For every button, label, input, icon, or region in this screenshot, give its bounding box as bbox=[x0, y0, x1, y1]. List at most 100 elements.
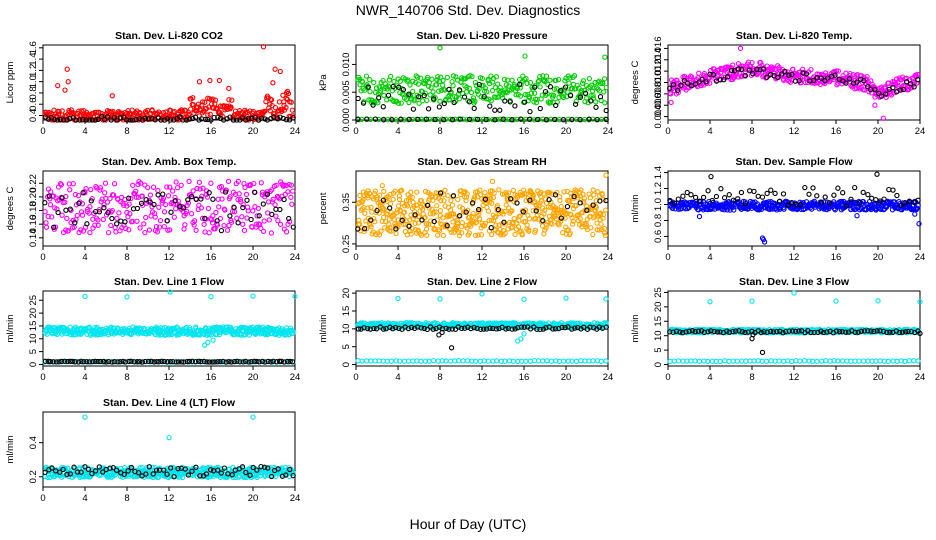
x-tick-label: 4 bbox=[707, 252, 712, 263]
data-point bbox=[97, 185, 104, 191]
data-point bbox=[488, 98, 494, 104]
data-point bbox=[355, 116, 361, 122]
data-point bbox=[818, 199, 825, 205]
y-tick-label: 0 bbox=[341, 362, 352, 367]
data-point bbox=[426, 79, 432, 86]
data-point bbox=[216, 204, 222, 210]
data-point bbox=[154, 229, 161, 235]
data-point bbox=[435, 74, 441, 80]
data-point bbox=[62, 358, 68, 364]
data-point bbox=[363, 73, 370, 79]
data-point bbox=[906, 358, 912, 364]
data-point bbox=[675, 196, 681, 202]
data-point bbox=[911, 84, 917, 90]
data-point bbox=[95, 217, 101, 223]
data-point bbox=[692, 194, 699, 201]
data-point bbox=[746, 67, 753, 73]
data-point bbox=[593, 198, 599, 204]
chart-title: Stan. Dev. Li-820 Pressure bbox=[416, 30, 547, 42]
data-point bbox=[411, 325, 418, 332]
chart-title: Stan. Dev. Line 2 Flow bbox=[427, 276, 538, 288]
data-point bbox=[458, 325, 465, 332]
data-point bbox=[411, 209, 418, 215]
data-point bbox=[252, 331, 259, 337]
data-point bbox=[57, 116, 64, 123]
data-point bbox=[446, 326, 452, 332]
data-point bbox=[553, 77, 559, 84]
x-tick-label: 8 bbox=[437, 126, 442, 137]
data-point bbox=[775, 74, 781, 81]
data-point bbox=[161, 209, 168, 215]
data-point bbox=[366, 190, 373, 197]
x-tick-label: 12 bbox=[477, 372, 488, 383]
data-point bbox=[897, 87, 903, 93]
data-point bbox=[599, 226, 605, 233]
data-point bbox=[850, 80, 857, 86]
data-point bbox=[584, 95, 590, 101]
y-axis-label: kPa bbox=[318, 74, 329, 91]
data-point bbox=[268, 230, 275, 236]
data-point bbox=[231, 204, 237, 210]
data-point bbox=[164, 184, 170, 190]
data-point bbox=[840, 190, 846, 196]
data-point bbox=[64, 215, 70, 222]
data-point bbox=[481, 223, 488, 229]
data-point bbox=[917, 299, 923, 305]
data-point bbox=[786, 72, 792, 78]
data-point bbox=[492, 84, 498, 91]
data-point bbox=[833, 298, 839, 304]
data-point bbox=[45, 358, 51, 364]
data-point bbox=[717, 329, 723, 335]
data-point bbox=[573, 358, 580, 365]
data-point bbox=[506, 219, 513, 226]
y-tick-label: 5 bbox=[341, 344, 352, 349]
data-point bbox=[702, 201, 708, 207]
data-point bbox=[184, 208, 190, 215]
data-point bbox=[455, 196, 461, 203]
data-point bbox=[290, 224, 296, 230]
data-point bbox=[90, 358, 96, 365]
data-point bbox=[139, 359, 146, 365]
data-point bbox=[523, 75, 529, 82]
y-tick-label: 5 bbox=[653, 347, 664, 352]
data-point bbox=[860, 358, 867, 364]
data-point bbox=[915, 202, 921, 209]
data-point bbox=[780, 330, 786, 336]
data-point bbox=[218, 183, 225, 190]
data-point bbox=[710, 71, 717, 78]
data-point bbox=[898, 202, 904, 209]
data-point bbox=[135, 181, 141, 188]
chart-3: Stan. Dev. Li-820 Temp.degrees C0 4 8 12 16 2… bbox=[630, 30, 925, 137]
data-point bbox=[759, 349, 766, 356]
data-point bbox=[198, 107, 204, 113]
data-point bbox=[269, 199, 276, 205]
data-point bbox=[509, 117, 515, 123]
data-point bbox=[724, 328, 730, 334]
data-point bbox=[256, 213, 262, 219]
data-point bbox=[240, 359, 246, 365]
data-point bbox=[355, 358, 361, 364]
data-point bbox=[793, 328, 799, 334]
data-point bbox=[139, 193, 145, 199]
data-point bbox=[437, 98, 443, 104]
x-tick-label: 24 bbox=[915, 126, 926, 137]
data-point bbox=[270, 358, 276, 364]
data-point bbox=[390, 196, 396, 202]
data-point bbox=[754, 66, 760, 72]
data-point bbox=[62, 199, 68, 206]
data-point bbox=[59, 195, 65, 201]
data-point bbox=[689, 328, 696, 334]
data-point bbox=[272, 66, 278, 72]
data-point bbox=[885, 358, 891, 365]
data-point bbox=[202, 116, 209, 123]
data-point bbox=[569, 86, 575, 92]
data-point bbox=[517, 213, 523, 219]
data-point bbox=[854, 79, 860, 85]
data-point bbox=[553, 358, 559, 364]
data-point bbox=[414, 202, 420, 208]
data-point bbox=[855, 329, 861, 335]
data-point bbox=[372, 116, 379, 122]
data-point bbox=[268, 97, 275, 103]
data-point bbox=[442, 187, 448, 193]
data-point bbox=[130, 182, 136, 189]
